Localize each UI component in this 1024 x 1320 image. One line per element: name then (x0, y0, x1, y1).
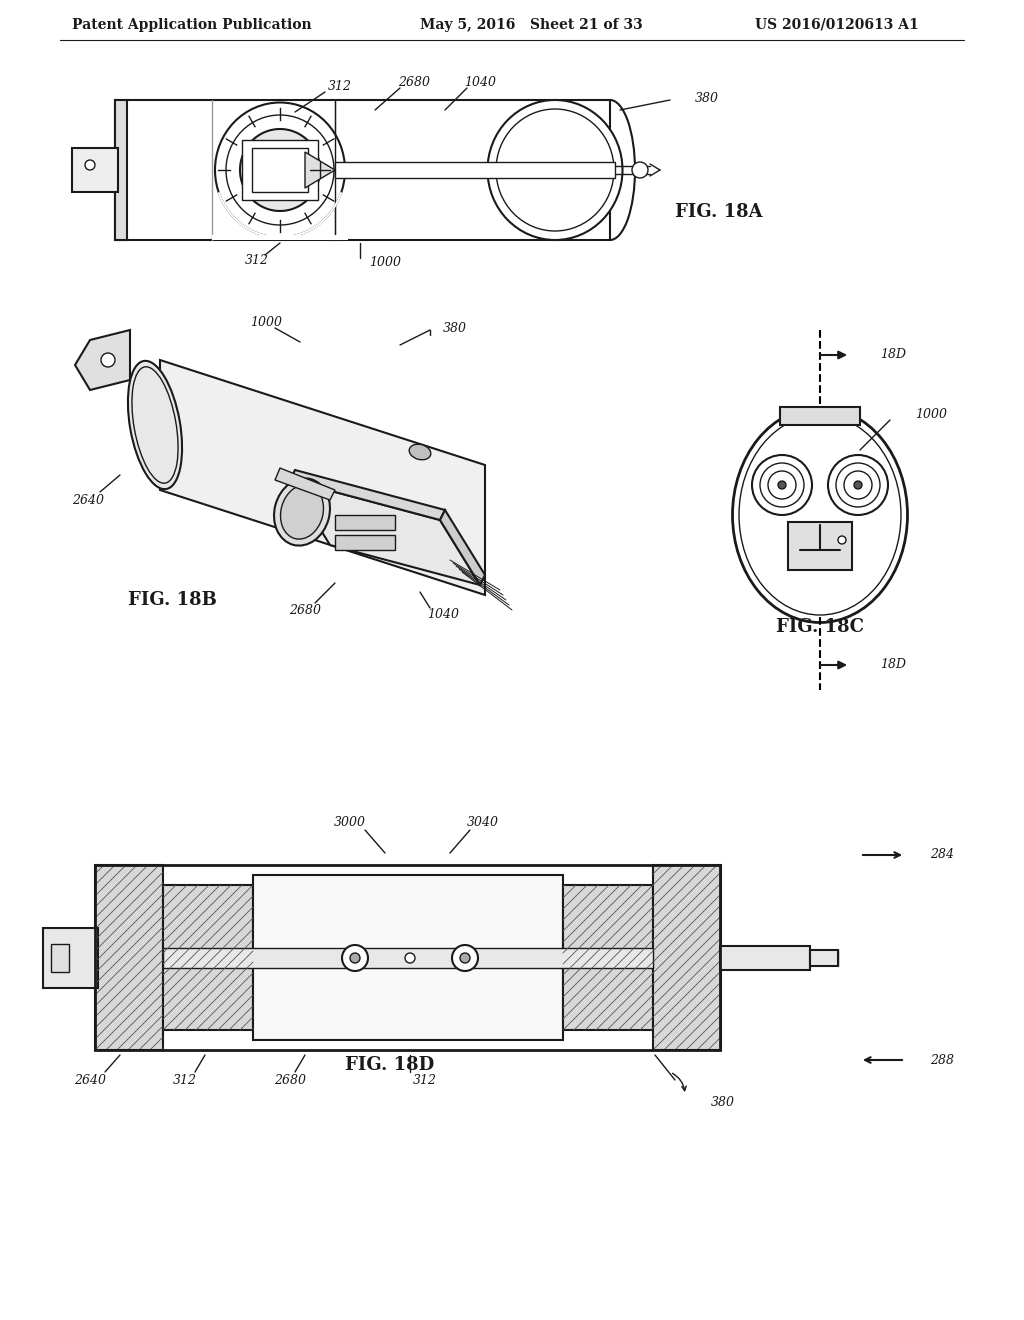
Bar (242, 140, 318, 201)
Circle shape (828, 455, 888, 515)
Bar (163, 948, 653, 968)
Ellipse shape (732, 408, 907, 623)
Text: 3040: 3040 (467, 816, 499, 829)
Ellipse shape (128, 360, 182, 490)
Text: 312: 312 (245, 253, 269, 267)
Text: 380: 380 (711, 1096, 735, 1109)
Text: 18D: 18D (880, 348, 906, 362)
Text: 3000: 3000 (334, 816, 366, 829)
Circle shape (838, 536, 846, 544)
Circle shape (632, 162, 648, 178)
Bar (780, 407, 860, 425)
Bar (788, 521, 852, 570)
Bar (252, 148, 308, 191)
Text: 312: 312 (328, 81, 352, 94)
Polygon shape (290, 480, 480, 585)
Polygon shape (275, 469, 335, 500)
Bar (72, 148, 118, 191)
Ellipse shape (132, 367, 178, 483)
Text: 2680: 2680 (398, 77, 430, 90)
Polygon shape (440, 510, 485, 585)
Text: FIG. 18C: FIG. 18C (776, 618, 864, 636)
Text: 380: 380 (443, 322, 467, 334)
Circle shape (342, 945, 368, 972)
Bar (51, 944, 69, 972)
Text: US 2016/0120613 A1: US 2016/0120613 A1 (755, 18, 919, 32)
Circle shape (778, 480, 786, 488)
Text: 2680: 2680 (274, 1073, 306, 1086)
Bar (212, 235, 348, 240)
Ellipse shape (254, 143, 306, 197)
Bar (43, 928, 98, 987)
Bar (720, 946, 810, 970)
Polygon shape (75, 330, 130, 389)
Bar (115, 100, 127, 240)
Circle shape (844, 471, 872, 499)
Ellipse shape (496, 110, 614, 231)
Bar (163, 884, 253, 1030)
Text: 2640: 2640 (74, 1073, 106, 1086)
Circle shape (836, 463, 880, 507)
Text: 284: 284 (930, 849, 954, 862)
Text: 288: 288 (930, 1053, 954, 1067)
Bar (115, 100, 610, 240)
Bar (653, 865, 721, 1049)
Ellipse shape (240, 129, 319, 211)
Text: 1040: 1040 (427, 607, 459, 620)
Text: Patent Application Publication: Patent Application Publication (72, 18, 311, 32)
Circle shape (768, 471, 796, 499)
Text: 2640: 2640 (72, 494, 104, 507)
Circle shape (452, 945, 478, 972)
Circle shape (760, 463, 804, 507)
Text: 1000: 1000 (250, 317, 282, 330)
Polygon shape (305, 152, 335, 187)
Circle shape (85, 160, 95, 170)
Text: FIG. 18A: FIG. 18A (675, 203, 763, 220)
Ellipse shape (215, 103, 345, 238)
Bar (253, 875, 563, 1040)
Polygon shape (290, 470, 445, 520)
Text: 2680: 2680 (289, 603, 321, 616)
Bar (335, 535, 395, 550)
Circle shape (752, 455, 812, 515)
Bar (563, 884, 653, 1030)
Ellipse shape (739, 414, 901, 615)
Text: 1040: 1040 (464, 77, 496, 90)
Ellipse shape (487, 100, 623, 240)
Ellipse shape (274, 478, 330, 545)
Bar (335, 515, 395, 531)
Bar (810, 950, 838, 966)
Text: 1000: 1000 (369, 256, 401, 268)
Text: 312: 312 (413, 1073, 437, 1086)
Text: May 5, 2016   Sheet 21 of 33: May 5, 2016 Sheet 21 of 33 (420, 18, 643, 32)
Text: 380: 380 (695, 91, 719, 104)
Text: 312: 312 (173, 1073, 197, 1086)
Circle shape (854, 480, 862, 488)
Text: 18D: 18D (880, 659, 906, 672)
Circle shape (406, 953, 415, 964)
Polygon shape (160, 360, 485, 595)
Ellipse shape (226, 115, 334, 224)
Circle shape (350, 953, 360, 964)
Bar (95, 865, 720, 1049)
Bar (335, 162, 615, 178)
Bar (95, 865, 163, 1049)
Text: FIG. 18D: FIG. 18D (345, 1056, 434, 1074)
Ellipse shape (281, 484, 324, 539)
Text: 1000: 1000 (915, 408, 947, 421)
Ellipse shape (410, 445, 431, 459)
Circle shape (460, 953, 470, 964)
Circle shape (101, 352, 115, 367)
Text: FIG. 18B: FIG. 18B (128, 591, 217, 609)
